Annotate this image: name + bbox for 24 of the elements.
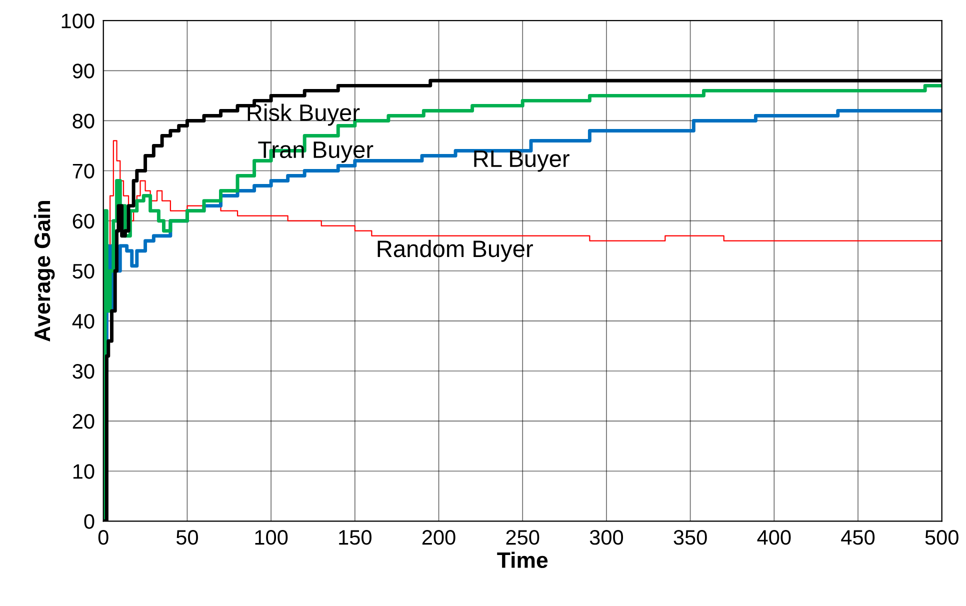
x-tick-label: 300 <box>590 530 624 545</box>
y-tick-label: 90 <box>72 64 94 78</box>
y-tick-label: 70 <box>72 164 94 179</box>
x-tick-label: 250 <box>506 530 540 545</box>
y-tick-label: 100 <box>62 14 94 28</box>
x-tick-label: 150 <box>339 530 372 545</box>
x-tick-label: 400 <box>757 530 791 545</box>
y-tick-label: 40 <box>72 314 94 329</box>
y-tick-label: 10 <box>73 464 94 479</box>
y-tick-label: 50 <box>72 264 94 279</box>
x-axis-title: Time <box>497 552 548 568</box>
x-tick-label: 350 <box>674 530 707 545</box>
y-tick-label: 0 <box>84 514 94 529</box>
x-tick-label: 200 <box>422 530 456 545</box>
y-axis-title: Average Gain <box>34 201 55 342</box>
y-tick-label: 20 <box>72 414 94 429</box>
x-tick-label: 500 <box>925 530 958 545</box>
x-tick-label: 0 <box>98 530 108 545</box>
x-tick-label: 450 <box>841 530 875 545</box>
x-tick-label: 50 <box>176 530 198 545</box>
y-tick-label: 80 <box>72 114 94 128</box>
y-tick-label: 60 <box>72 214 94 229</box>
x-tick-label: 100 <box>255 530 288 545</box>
y-tick-label: 30 <box>72 364 94 379</box>
